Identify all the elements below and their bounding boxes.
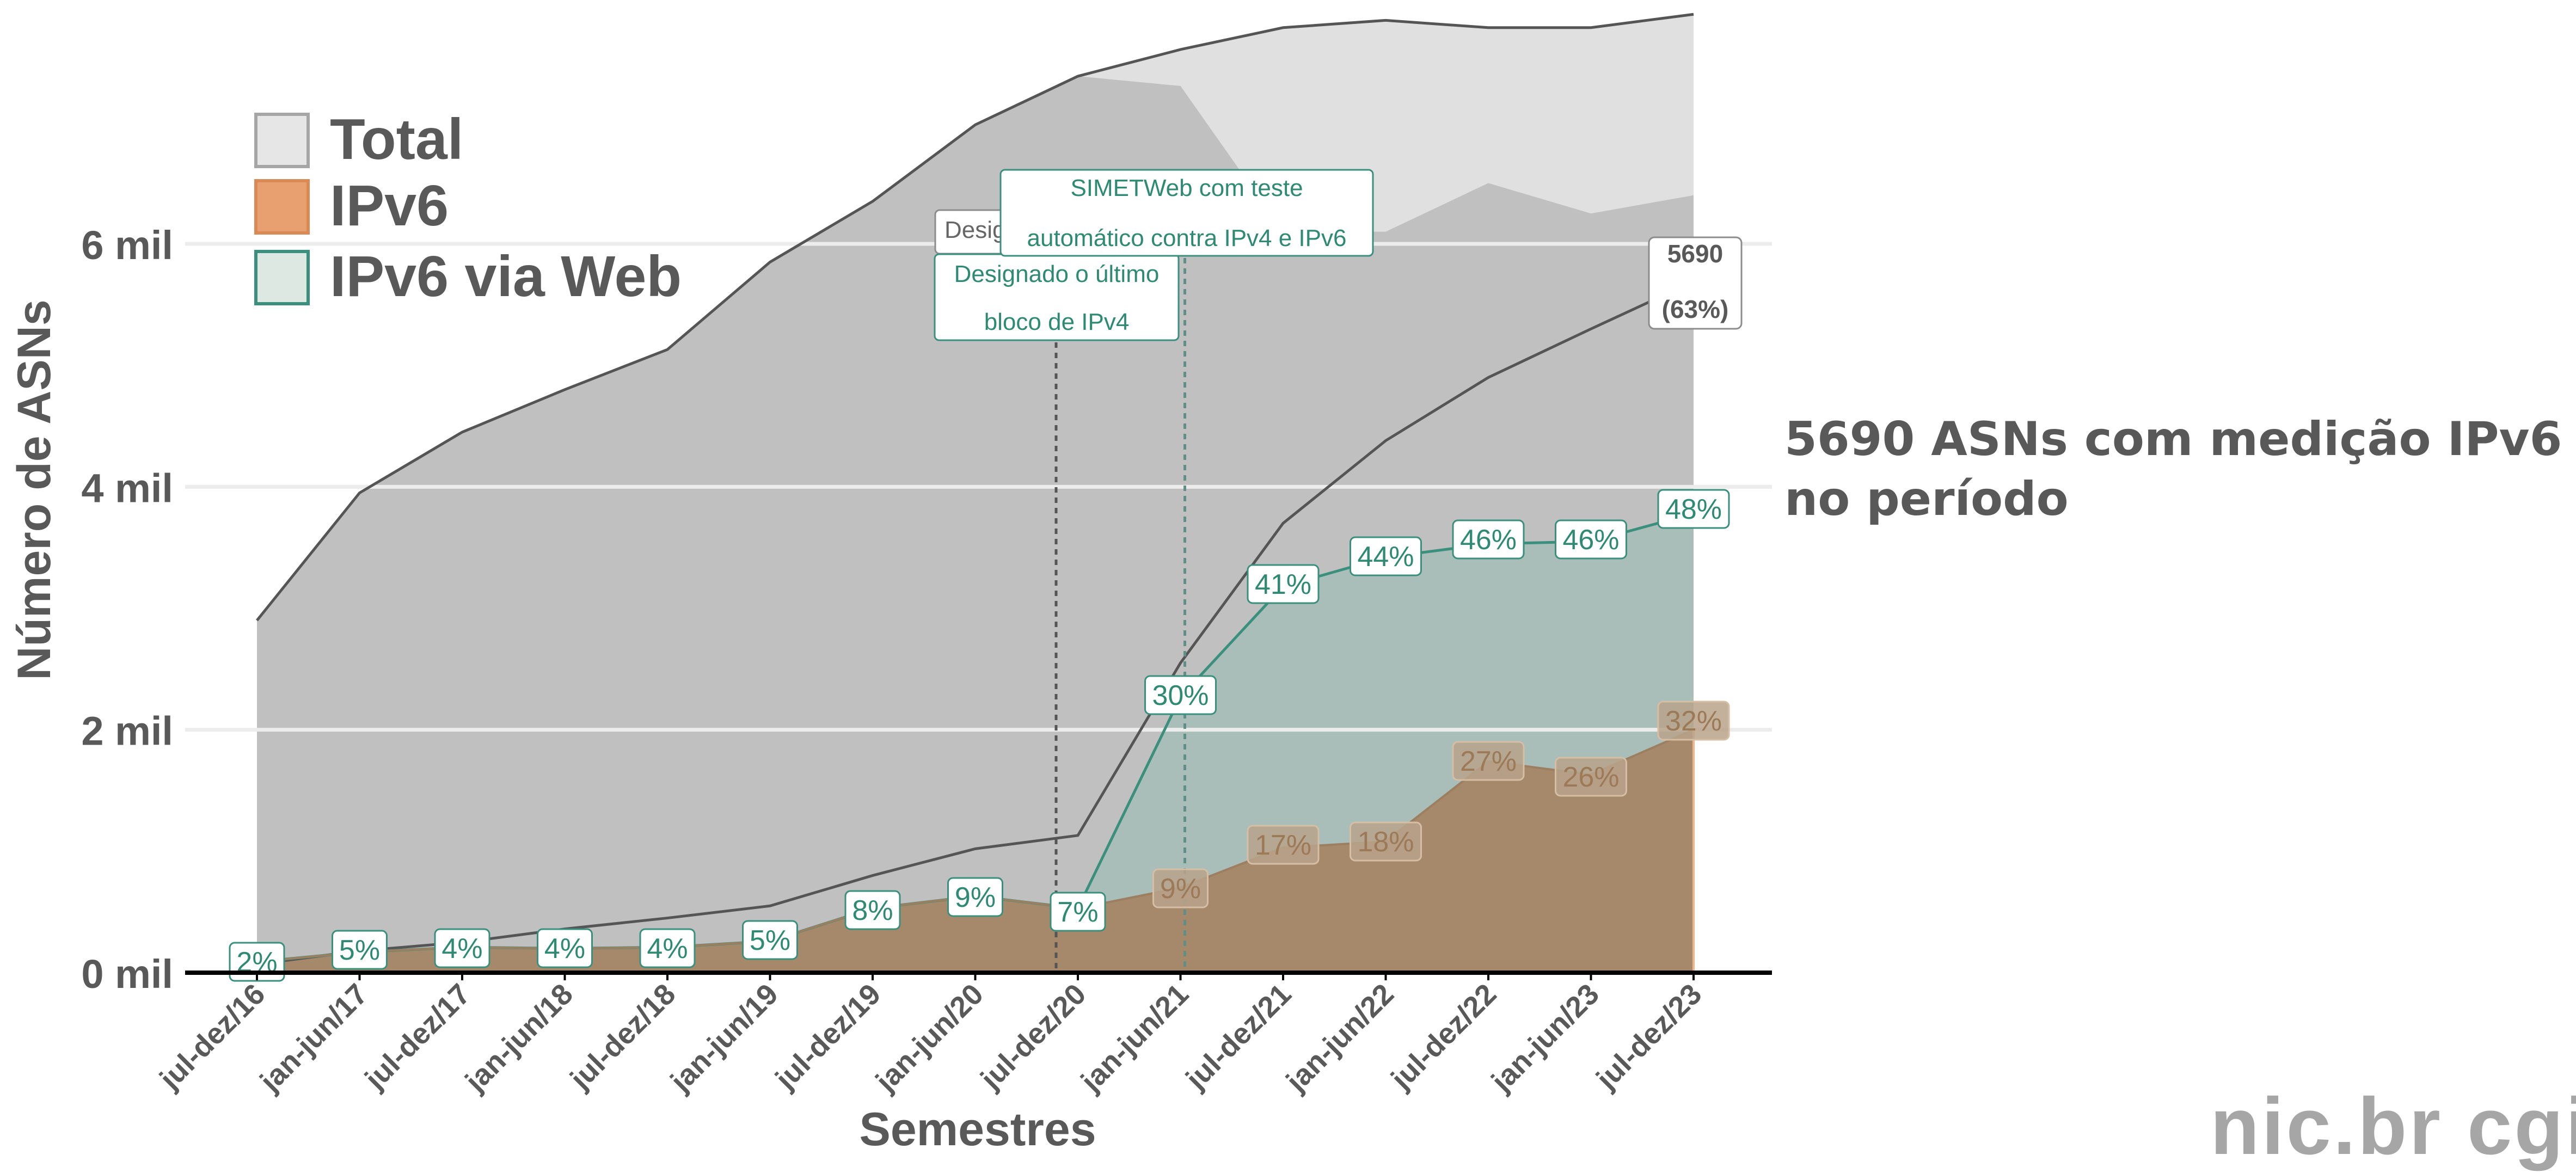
ipv6-label: 17%: [1255, 830, 1311, 861]
ipv6-web-label: 5%: [339, 935, 380, 966]
ipv6-web-label-box: [1555, 519, 1627, 560]
annotation-text-simetweb-line2: automático contra IPv4 e IPv6: [1027, 225, 1347, 251]
x-tick-label: jan-jun/19: [664, 978, 784, 1098]
ipv6-web-label-box: [947, 877, 1003, 917]
ipv6-web-label: 7%: [1057, 896, 1098, 928]
ipv6-web-label: 4%: [544, 933, 585, 965]
legend-swatch: [254, 250, 310, 305]
annotation-text-ipv4-line1: Designado o último: [954, 261, 1160, 287]
annotation-box-simetweb: [999, 169, 1374, 257]
y-tick-label: 0 mil: [81, 951, 173, 997]
ipv6-web-label: 48%: [1665, 494, 1722, 525]
ipv6-label: 27%: [1460, 746, 1517, 777]
annotation-hidden-text: Desig: [944, 217, 1006, 243]
y-axis-title: Número de ASNs: [8, 299, 60, 680]
ipv6-web-label-box: [1452, 519, 1525, 560]
ipv6-web-label: 5%: [750, 925, 790, 956]
end-label-value: 5690: [1667, 239, 1723, 268]
ipv6-web-label: 46%: [1460, 524, 1517, 556]
ipv6-label-box: [1152, 868, 1209, 908]
x-tick-label: jan-jun/20: [869, 978, 990, 1098]
ipv6-web-label: 44%: [1357, 541, 1414, 573]
ipv6-web-label: 8%: [852, 895, 893, 926]
ipv6-web-label: 4%: [647, 933, 688, 965]
annotations: Desig Designado o último bloco de IPv4 SIME…: [934, 169, 1374, 973]
ipv6-web-label-box: [844, 890, 901, 930]
ipv6-web-label-box: [434, 928, 490, 968]
x-tick-label: jan-jun/21: [1075, 978, 1195, 1098]
side-note: 5690 ASNs com medição IPv6 no período: [1784, 412, 2562, 526]
end-label-box: [1648, 236, 1743, 330]
ipv6-web-label-box: [537, 928, 593, 968]
ipv6-label-box: [1452, 741, 1525, 781]
y-tick-label: 2 mil: [81, 709, 173, 754]
ipv6-web-label: 41%: [1255, 569, 1311, 600]
annotation-text-ipv4-line2: bloco de IPv4: [984, 309, 1130, 335]
ipv6-web-label-box: [1050, 892, 1106, 932]
x-tick-label: jul-dez/23: [1590, 978, 1708, 1096]
ipv6-web-label: 30%: [1152, 680, 1209, 711]
ipv6-web-label-box: [1657, 489, 1730, 529]
y-tick-label: 4 mil: [81, 465, 173, 511]
ipv6-label-box: [1247, 825, 1320, 865]
x-tick-label: jul-dez/21: [1179, 978, 1297, 1096]
area-layers: [257, 14, 1694, 973]
ipv6-label: 32%: [1665, 705, 1722, 737]
x-tick-label: jan-jun/23: [1485, 978, 1605, 1098]
annotation-text-simetweb-line1: SIMETWeb com teste: [1070, 175, 1303, 201]
ipv6-web-label: 4%: [441, 933, 482, 965]
x-tick-label: jan-jun/18: [459, 978, 579, 1098]
legend-label: IPv6: [330, 174, 449, 238]
ipv6-label-box: [1657, 701, 1730, 741]
ipv6-label: 9%: [1160, 873, 1201, 905]
x-tick-label: jul-dez/22: [1384, 978, 1502, 1096]
ipv6-web-label-box: [742, 920, 798, 960]
ipv6-label-box: [1350, 821, 1422, 862]
legend-label: IPv6 via Web: [330, 244, 682, 309]
legend-swatch: [254, 113, 310, 168]
ipv6-area: [257, 729, 1694, 973]
ipv6-web-label-box: [639, 928, 696, 968]
total-line: [256, 13, 1694, 622]
ipv6-web-label-box: [1247, 564, 1320, 604]
nic-cgi-logo: nic.br cgi: [2210, 1082, 2576, 1171]
ipv6-label: 18%: [1357, 826, 1414, 858]
legend-label: Total: [330, 107, 463, 171]
x-tick-label: jul-dez/20: [974, 978, 1092, 1096]
ipv6-web-label: 9%: [955, 882, 996, 913]
ipv6-web-label-box: [1144, 675, 1217, 715]
x-tick-label: jan-jun/22: [1280, 978, 1400, 1098]
ipv6-label-box: [1555, 757, 1627, 797]
x-tick-label: jul-dez/19: [769, 978, 887, 1096]
end-label-pct: (63%): [1662, 295, 1729, 323]
ipv6-web-label-box: [332, 930, 388, 970]
x-tick-label: jan-jun/17: [254, 978, 374, 1098]
x-axis-title: Semestres: [859, 1103, 1096, 1153]
x-tick-label: jul-dez/18: [563, 978, 682, 1096]
ipv6-label: 26%: [1562, 761, 1619, 793]
y-tick-label: 6 mil: [81, 223, 173, 268]
measured-line: [256, 280, 1695, 966]
ipv6-web-label-box: [1350, 536, 1422, 576]
legend-swatch: [254, 179, 310, 235]
x-tick-label: jul-dez/17: [358, 978, 476, 1096]
ipv6-web-label: 46%: [1562, 524, 1619, 556]
